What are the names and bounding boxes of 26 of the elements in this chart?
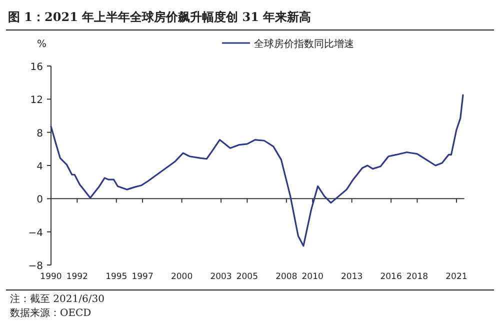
legend-label: 全球房价指数同比增速 [254,38,354,50]
x-tick-label: 2008 [276,272,298,282]
y-tick-label: 12 [30,95,43,106]
text: 注：截至 2021/6/30 [10,293,104,305]
y-tick-label: 16 [30,62,43,73]
x-tick-label: 2010 [302,272,324,282]
y-tick-label: 0 [36,194,43,206]
x-tick-label: 2005 [236,272,258,282]
y-tick-label: −8 [28,261,43,272]
x-tick-label: 2018 [406,272,428,282]
x-tick-label: 1992 [66,272,88,282]
x-tick-label: 1997 [132,272,154,282]
x-tick-label: 2000 [170,272,193,282]
y-tick-label: 8 [36,128,43,140]
x-tick-label: 2016 [380,272,402,282]
y-tick-label: −4 [28,228,43,239]
y-axis-title: % [37,39,47,50]
x-tick-label: 1995 [106,272,128,282]
source-note: 数据来源：OECD [10,307,92,319]
x-tick-label: 1990 [40,272,62,282]
x-tick-label: 2021 [446,272,468,282]
x-tick-label: 2013 [341,272,363,282]
y-tick-label: 4 [36,162,43,172]
x-tick-label: 2003 [210,272,232,282]
legend: 全球房价指数同比增速 [222,39,354,50]
chart-title: 图 1：2021 年上半年全球房价飙升幅度创 31 年来新高 [8,10,312,24]
